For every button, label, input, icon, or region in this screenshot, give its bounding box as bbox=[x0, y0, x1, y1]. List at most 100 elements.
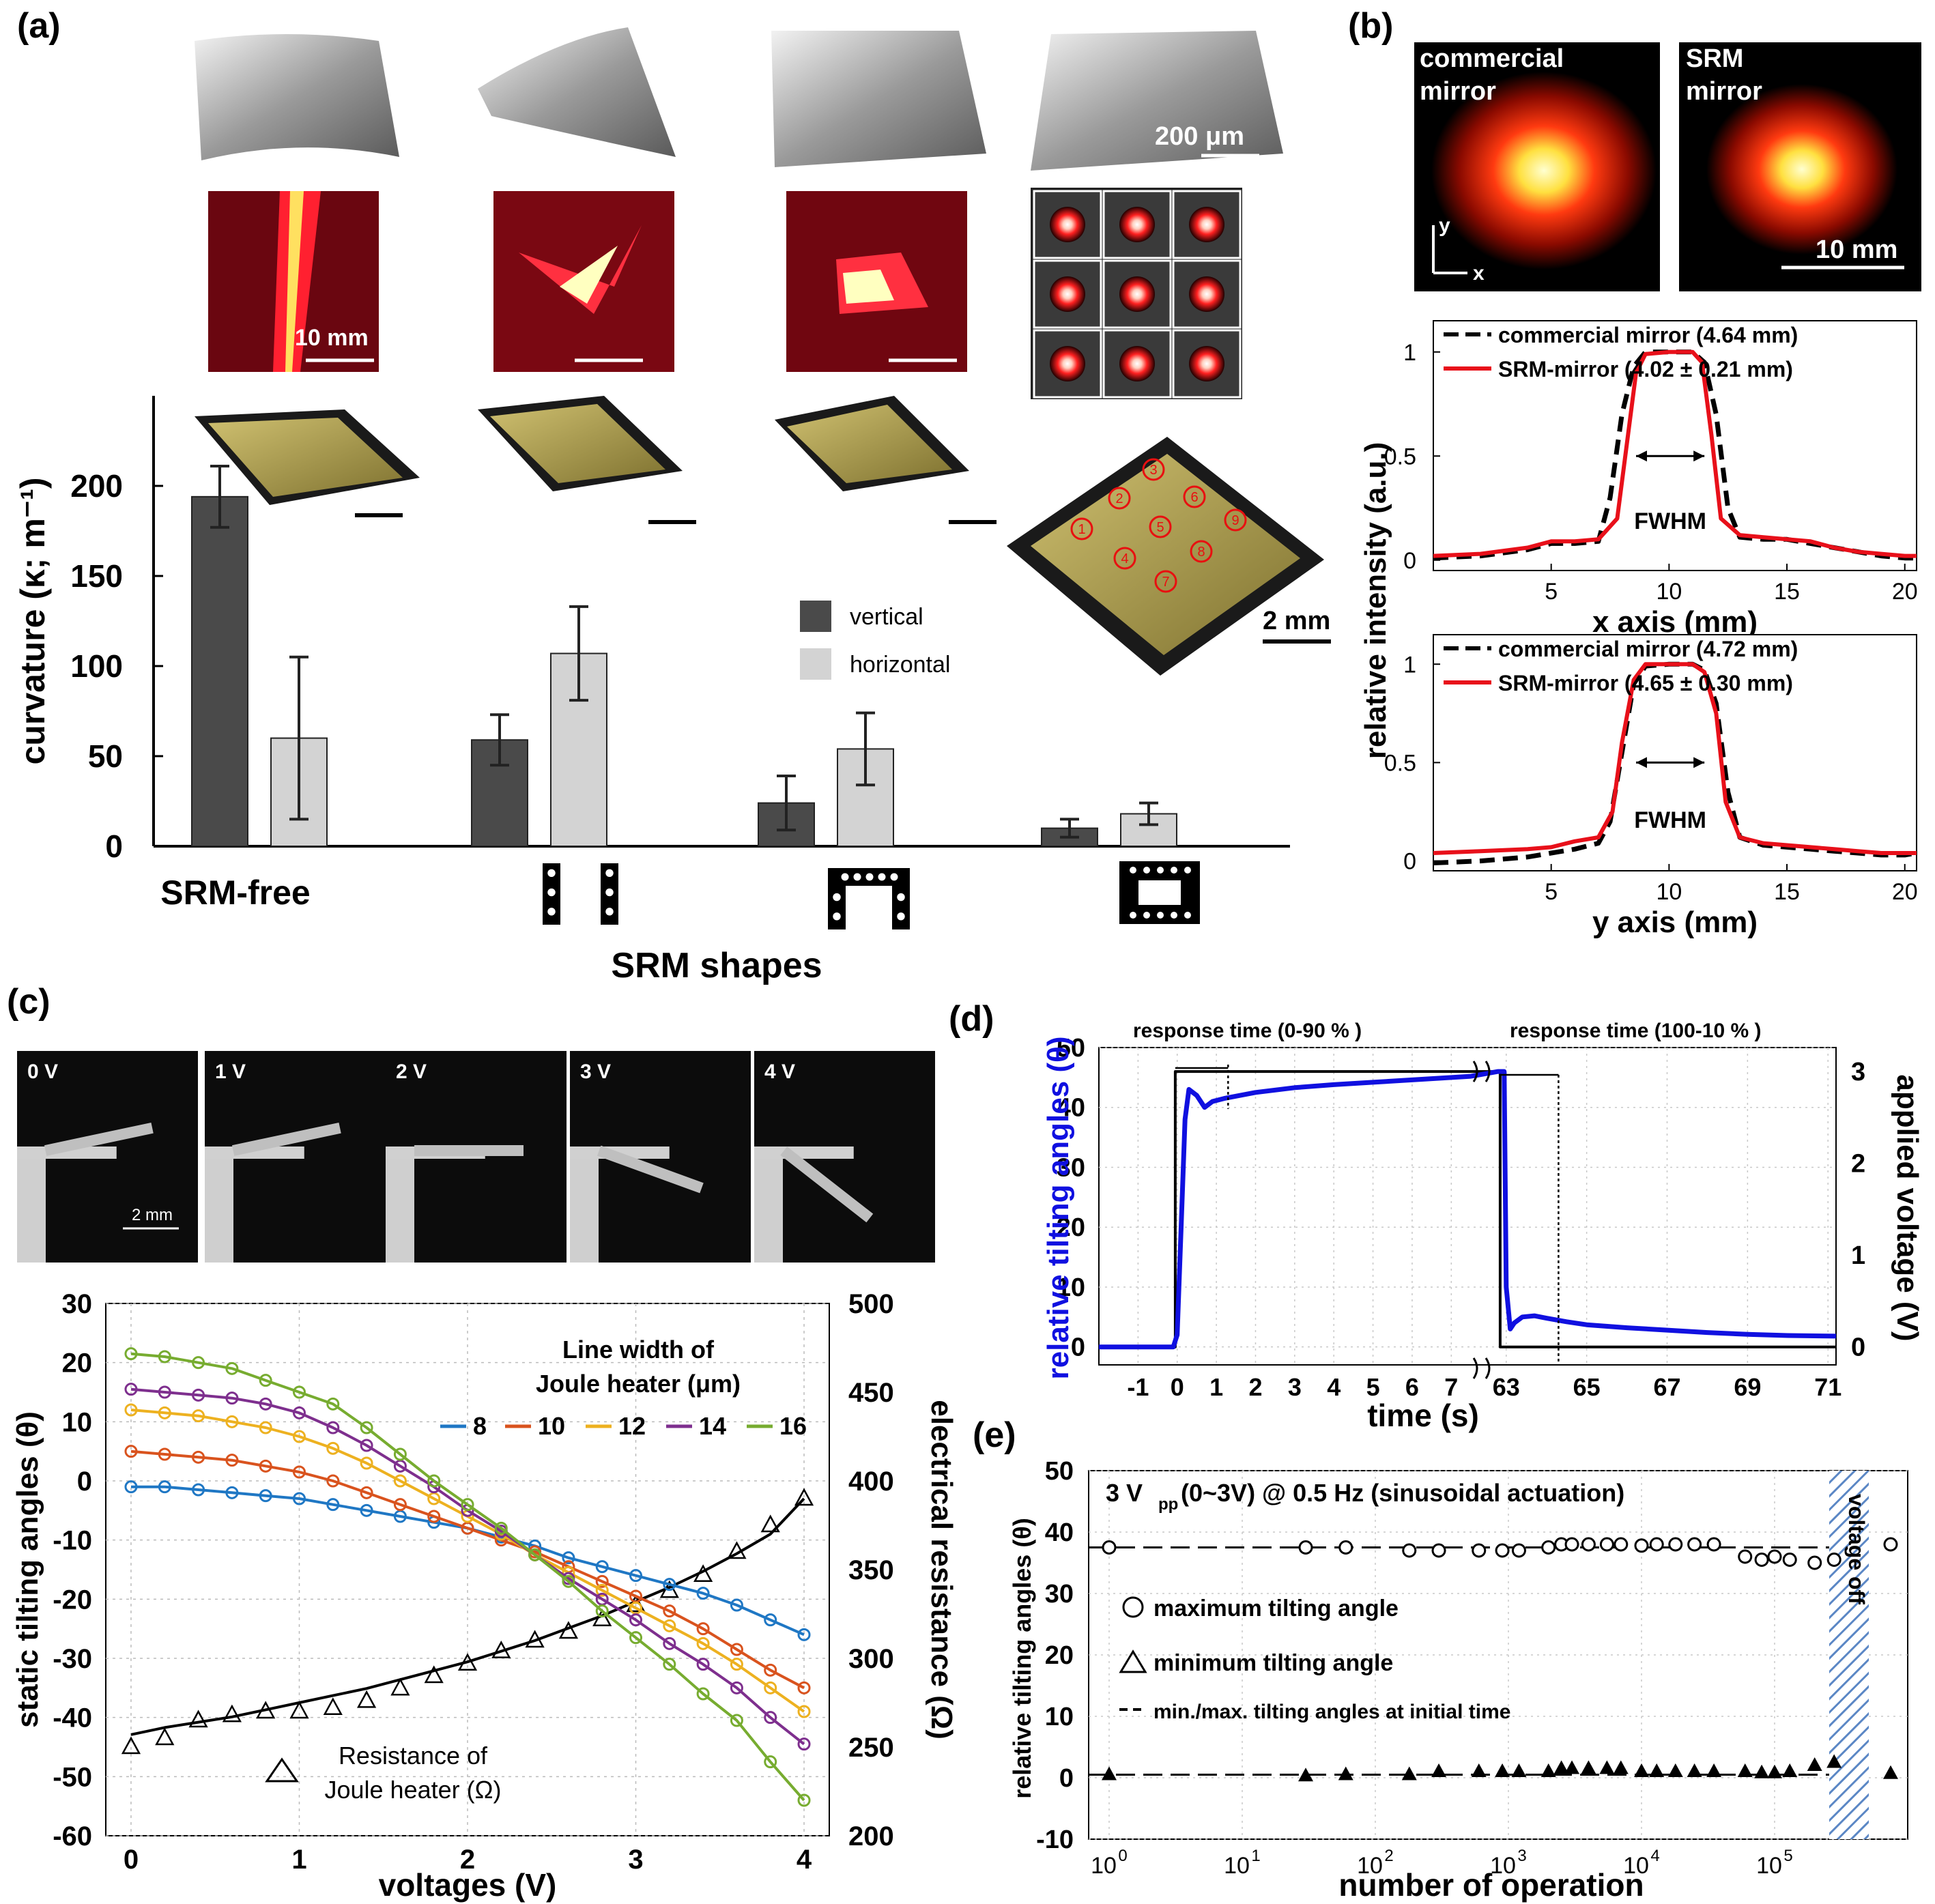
series-marker-16 bbox=[494, 1521, 508, 1535]
series-marker-12 bbox=[663, 1619, 676, 1632]
x-tick-label: 20 bbox=[1892, 879, 1918, 905]
shape-glyph-hole bbox=[1138, 880, 1181, 905]
chart-c: 0 1 2 3 4-60-50-40-30-20-1001020302002503003… bbox=[11, 1289, 958, 1903]
y-tick-label: 100 bbox=[70, 648, 123, 684]
axis-x-label: x bbox=[1473, 262, 1485, 285]
spot-marker-number: 5 bbox=[1156, 520, 1164, 535]
laser-spot bbox=[1050, 346, 1085, 381]
shape-glyph-hole bbox=[897, 912, 905, 921]
fwhm-arrowhead bbox=[1693, 450, 1705, 462]
x-tick-label: 15 bbox=[1774, 579, 1800, 605]
series-marker-16 bbox=[360, 1421, 373, 1434]
photo-left-line1: commercial bbox=[1420, 44, 1564, 73]
series-marker-12 bbox=[158, 1406, 171, 1419]
min-marker bbox=[1649, 1763, 1665, 1777]
series-marker-10 bbox=[292, 1465, 306, 1479]
spot-marker-circle bbox=[1070, 517, 1093, 540]
x-tick-label: 2 bbox=[460, 1845, 475, 1875]
photo-substrate bbox=[17, 1153, 46, 1263]
resistance-marker bbox=[727, 1541, 747, 1559]
photo-voltage-label: 1 V bbox=[215, 1061, 246, 1083]
series-marker-12 bbox=[326, 1441, 340, 1455]
min-marker bbox=[1338, 1766, 1353, 1780]
min-marker bbox=[1737, 1763, 1753, 1777]
photo-tilting-beam bbox=[780, 1146, 874, 1223]
fwhm-label: FWHM bbox=[1634, 807, 1706, 833]
x-tick-label: 7 bbox=[1444, 1373, 1458, 1401]
resistance-marker bbox=[558, 1621, 579, 1639]
x-axis-title: number of operation bbox=[1338, 1867, 1644, 1903]
voltage-off-label: voltage off bbox=[1844, 1494, 1869, 1604]
y-tick-label: -40 bbox=[53, 1703, 92, 1733]
series-line bbox=[1433, 662, 1917, 855]
laser-spot bbox=[1119, 276, 1155, 312]
series-marker-10 bbox=[730, 1643, 743, 1656]
y-right-axis-title: applied voltage (V) bbox=[1891, 1074, 1924, 1341]
spot-cell bbox=[1033, 259, 1102, 329]
max-marker bbox=[1511, 1543, 1526, 1558]
resistance-marker bbox=[525, 1630, 545, 1648]
min-marker bbox=[1298, 1768, 1314, 1782]
max-marker bbox=[1767, 1549, 1782, 1564]
photo-beam-base bbox=[205, 1146, 304, 1159]
series-marker-14 bbox=[225, 1391, 239, 1405]
bar-vertical bbox=[191, 495, 248, 847]
x-tick-label: 69 bbox=[1734, 1373, 1761, 1401]
fwhm-label: FWHM bbox=[1634, 508, 1706, 534]
x-tick-label-exponent: 0 bbox=[1118, 1847, 1127, 1865]
axis-break-mark bbox=[1472, 1061, 1491, 1082]
panel-a-device-photos bbox=[195, 396, 1324, 676]
shape-glyph-hole bbox=[605, 908, 614, 916]
series-marker-8 bbox=[292, 1492, 306, 1505]
series-marker-14 bbox=[124, 1383, 138, 1396]
panel-label-c: (c) bbox=[7, 982, 51, 1022]
x-tick-label: 67 bbox=[1653, 1373, 1680, 1401]
photo-tilting-beam bbox=[597, 1145, 704, 1194]
y-tick-label: 0 bbox=[1059, 1764, 1074, 1793]
min-marker bbox=[1706, 1763, 1722, 1777]
shape-glyph-hole bbox=[1184, 867, 1191, 874]
panel-b-beam-photos: commercial mirror SRM mirror y x 10 mm bbox=[1414, 42, 1921, 291]
y-tick-label: 0 bbox=[105, 828, 123, 864]
spot-marker-number: 8 bbox=[1197, 545, 1205, 560]
shape-glyph-hole bbox=[547, 888, 556, 897]
series-marker-16 bbox=[124, 1347, 138, 1361]
laser-spot bbox=[1189, 346, 1224, 381]
photo-substrate bbox=[754, 1153, 783, 1263]
series-marker-14 bbox=[326, 1421, 340, 1434]
y-tick-label: 20 bbox=[62, 1348, 93, 1379]
y-tick-label: 1 bbox=[1403, 340, 1416, 366]
series-marker-10 bbox=[158, 1447, 171, 1461]
shape-glyph-hole bbox=[1171, 912, 1177, 919]
laser-spot bbox=[1119, 207, 1155, 242]
series-marker-16 bbox=[595, 1604, 609, 1618]
chart-b2: 5 10 15 20 0 0.5 1 commercial mirror (4.72 mm) S… bbox=[1384, 634, 1918, 939]
y-right-tick-label: 450 bbox=[848, 1378, 894, 1408]
max-marker bbox=[1431, 1543, 1446, 1558]
y-tick-label: 10 bbox=[62, 1407, 93, 1437]
min-marker bbox=[1754, 1764, 1770, 1778]
max-marker bbox=[1564, 1537, 1579, 1552]
max-marker bbox=[1687, 1537, 1702, 1552]
y-tick-label: 20 bbox=[1045, 1641, 1074, 1670]
y-tick-label: 40 bbox=[1045, 1518, 1074, 1547]
max-marker bbox=[1541, 1540, 1556, 1555]
max-marker bbox=[1634, 1538, 1649, 1553]
x-tick-label: 15 bbox=[1774, 879, 1800, 905]
series-marker-14 bbox=[360, 1439, 373, 1452]
resistance-marker bbox=[155, 1727, 175, 1746]
x-tick-label: 4 bbox=[797, 1845, 812, 1875]
series-marker-10 bbox=[427, 1510, 441, 1523]
resistance-marker bbox=[188, 1710, 208, 1728]
series-marker-8 bbox=[629, 1569, 643, 1583]
panel-a-scale-bars: 200 μm 10 mm 2 mm bbox=[295, 122, 1331, 644]
series-marker-8 bbox=[158, 1480, 171, 1494]
resistance-marker bbox=[491, 1640, 511, 1658]
y-right-tick-label: 300 bbox=[848, 1644, 894, 1674]
series-marker-10 bbox=[360, 1486, 373, 1499]
series-marker-16 bbox=[696, 1687, 710, 1701]
x-tick-label-exponent: 1 bbox=[1251, 1847, 1260, 1865]
shape-glyph-hole bbox=[833, 912, 841, 921]
y-tick-label: 1 bbox=[1403, 652, 1416, 678]
series-marker-10 bbox=[259, 1459, 272, 1473]
